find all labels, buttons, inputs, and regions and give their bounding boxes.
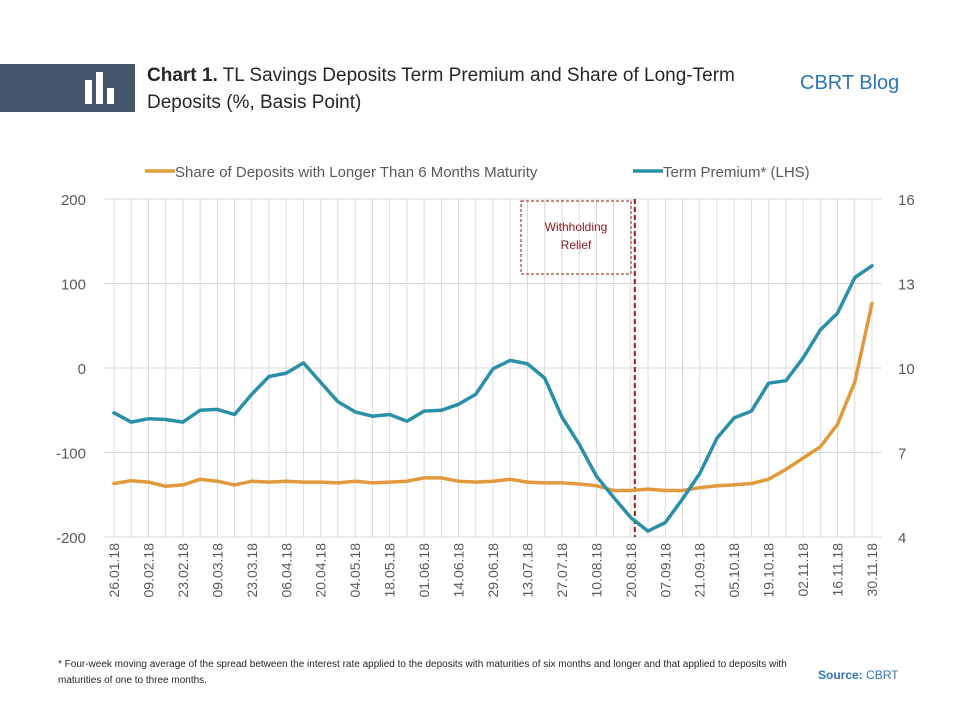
x-tick-label: 16.11.18 [830, 543, 846, 597]
legend-label: Share of Deposits with Longer Than 6 Mon… [175, 164, 538, 181]
chart-icon-bar-1 [85, 80, 92, 104]
x-tick-label: 20.04.18 [313, 543, 329, 598]
y-right-tick-label: 7 [898, 446, 906, 463]
source-note: Source: CBRT [818, 668, 898, 682]
x-tick-label: 26.01.18 [106, 543, 122, 598]
series-line-term-premium [112, 264, 874, 533]
annotation-text-line2: Relief [561, 238, 592, 252]
series-group [112, 199, 874, 537]
x-tick-label: 04.05.18 [347, 543, 363, 598]
x-tick-label: 23.03.18 [244, 543, 260, 598]
chart-title-text: TL Savings Deposits Term Premium and Sha… [147, 65, 735, 113]
chart-title: Chart 1. TL Savings Deposits Term Premiu… [147, 62, 747, 116]
x-tick-label: 21.09.18 [692, 543, 708, 598]
x-tick-label: 14.06.18 [451, 543, 467, 598]
source-label: Source: [818, 668, 863, 682]
x-tick-label: 19.10.18 [761, 543, 777, 598]
x-tick-label: 20.08.18 [623, 543, 639, 598]
footnote: * Four-week moving average of the spread… [58, 659, 787, 686]
annotation-box [520, 200, 632, 275]
x-tick-label: 30.11.18 [864, 543, 880, 597]
y-right-tick-label: 4 [898, 530, 906, 547]
chart-icon-bar-2 [96, 72, 103, 104]
y-left-tick-label: 0 [78, 361, 86, 378]
legend-label: Term Premium* (LHS) [663, 164, 810, 181]
x-tick-label: 02.11.18 [795, 543, 811, 597]
chart-icon-bar-3 [107, 88, 114, 104]
x-tick-label: 07.09.18 [657, 543, 673, 598]
y-left-tick-label: -100 [56, 446, 86, 463]
brand-logo: CBRT Blog [800, 72, 900, 94]
y-left-tick-label: 100 [61, 277, 86, 294]
y-left-tick-label: 200 [61, 192, 86, 209]
x-tick-label: 01.06.18 [416, 543, 432, 598]
x-tick-label: 09.03.18 [209, 543, 225, 598]
x-tick-label: 06.04.18 [278, 543, 294, 598]
chart-number: Chart 1. [147, 65, 218, 86]
series-line-share [112, 301, 874, 493]
x-tick-label: 18.05.18 [382, 543, 398, 598]
y-right-tick-label: 16 [898, 192, 915, 209]
x-tick-label: 10.08.18 [588, 543, 604, 598]
axes-group: 200 100 0 -100 -200 16 13 10 7 4 26.01.18 09.02.18 2… [56, 192, 915, 598]
y-right-tick-label: 13 [898, 277, 915, 294]
x-tick-label: 23.02.18 [175, 543, 191, 598]
annotation-group: Withholding Relief [520, 200, 632, 275]
annotation-text-line1: Withholding [545, 220, 608, 234]
x-tick-label: 13.07.18 [519, 543, 535, 598]
x-tick-label: 05.10.18 [726, 543, 742, 598]
y-right-tick-label: 10 [898, 361, 915, 378]
source-value: CBRT [866, 668, 899, 682]
legend: Share of Deposits with Longer Than 6 Mon… [145, 164, 810, 181]
x-tick-label: 09.02.18 [140, 543, 156, 598]
header-banner [0, 64, 135, 112]
x-tick-label: 27.07.18 [554, 543, 570, 598]
x-tick-label: 29.06.18 [485, 543, 501, 598]
y-left-tick-label: -200 [56, 530, 86, 547]
